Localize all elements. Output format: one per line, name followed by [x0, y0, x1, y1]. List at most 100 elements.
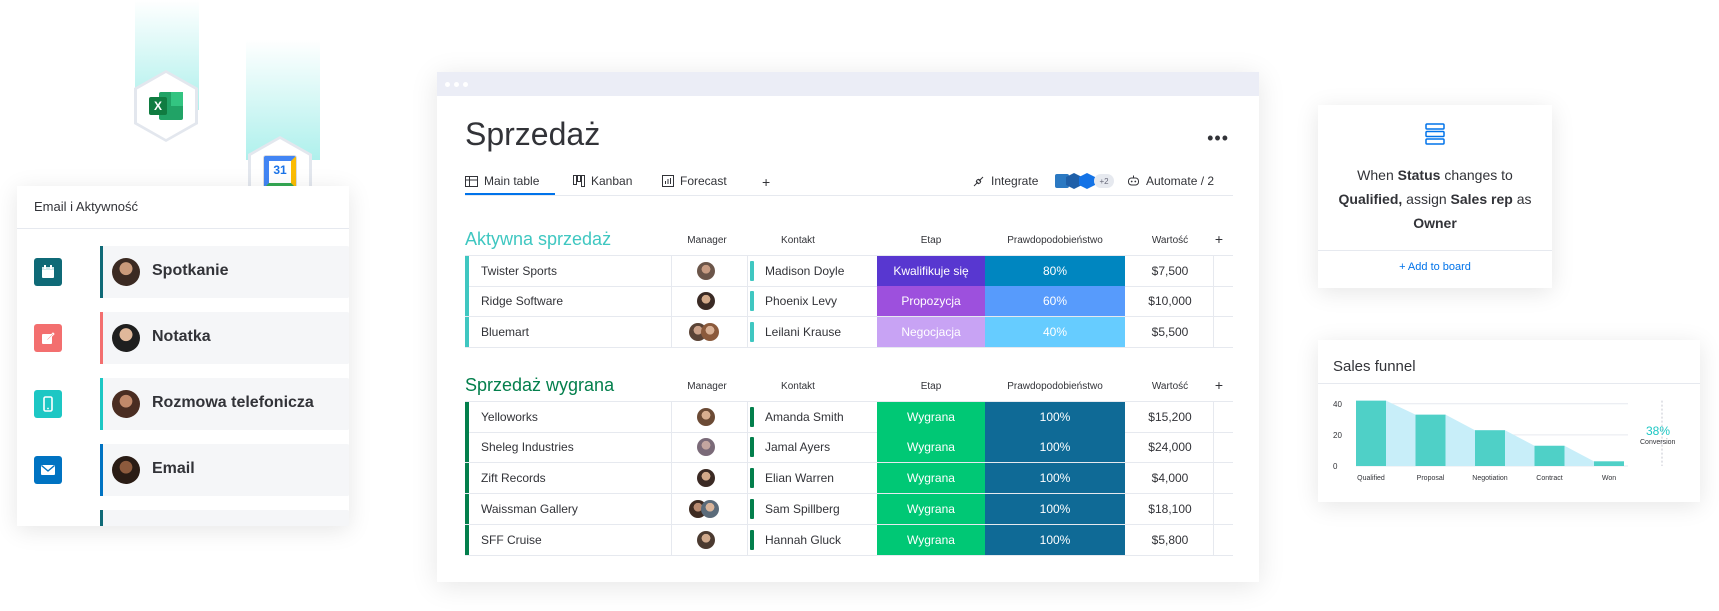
- item-name[interactable]: Zift Records: [481, 471, 546, 485]
- activity-row-email[interactable]: Email: [34, 444, 349, 496]
- probability-status[interactable]: 100%: [985, 494, 1125, 524]
- integrate-button[interactable]: Integrate: [972, 174, 1038, 188]
- cell-divider: [1213, 494, 1214, 524]
- probability-status[interactable]: 40%: [985, 317, 1125, 347]
- deal-value[interactable]: $18,100: [1148, 502, 1192, 516]
- deal-value[interactable]: $24,000: [1148, 440, 1192, 454]
- table-row[interactable]: Ridge Software Phoenix Levy Propozycja 6…: [465, 286, 1233, 317]
- funnel-bar: [1534, 445, 1565, 466]
- tab-main-table[interactable]: Main table: [465, 174, 539, 188]
- note-edit-icon: [34, 324, 62, 352]
- avatar[interactable]: [697, 292, 715, 310]
- stage-status[interactable]: Negocjacja: [877, 317, 985, 347]
- avatar[interactable]: [697, 469, 715, 487]
- activity-item[interactable]: Email: [100, 444, 349, 496]
- recipe-text: assign: [1402, 191, 1451, 207]
- contact-name[interactable]: Elian Warren: [765, 471, 834, 485]
- deal-value[interactable]: $4,000: [1151, 471, 1189, 485]
- avatar[interactable]: [701, 500, 719, 518]
- add-column-button[interactable]: +: [1214, 231, 1224, 247]
- contact-name[interactable]: Jamal Ayers: [765, 440, 831, 454]
- stage-status[interactable]: Kwalifikuje się: [877, 256, 985, 286]
- automate-button[interactable]: Automate / 2: [1127, 174, 1214, 188]
- probability-status[interactable]: 60%: [985, 286, 1125, 316]
- tab-kanban[interactable]: Kanban: [573, 174, 632, 188]
- contact-name[interactable]: Leilani Krause: [765, 325, 842, 339]
- avatar[interactable]: [697, 438, 715, 456]
- item-name[interactable]: Waissman Gallery: [481, 502, 578, 516]
- activity-label: Email: [152, 460, 195, 477]
- contact-name[interactable]: Hannah Gluck: [765, 533, 842, 547]
- activity-card: Email i Aktywność Spotkanie Notatka Rozm…: [17, 186, 349, 526]
- cell-divider: [1213, 256, 1214, 286]
- stage-status[interactable]: Wygrana: [877, 432, 985, 462]
- item-name[interactable]: Bluemart: [481, 325, 530, 339]
- avatar[interactable]: [701, 323, 719, 341]
- add-column-button[interactable]: +: [1214, 377, 1224, 393]
- activity-row-phone[interactable]: Rozmowa telefonicza: [34, 378, 349, 430]
- sales-funnel-widget: Sales funnel 0 20 40 Qualified Proposal Negot…: [1318, 340, 1700, 502]
- item-name[interactable]: Sheleg Industries: [481, 440, 574, 454]
- group-title[interactable]: Aktywna sprzedaż: [465, 229, 612, 249]
- cell-divider: [671, 463, 672, 493]
- activity-label: Rozmowa telefonicza: [152, 394, 314, 411]
- stage-status[interactable]: Wygrana: [877, 525, 985, 555]
- activity-item[interactable]: Rozmowa telefonicza: [100, 378, 349, 430]
- contact-name[interactable]: Phoenix Levy: [765, 294, 838, 308]
- activity-row-note[interactable]: Notatka: [34, 312, 349, 364]
- stage-status[interactable]: Wygrana: [877, 494, 985, 524]
- contact-name[interactable]: Amanda Smith: [765, 410, 844, 424]
- tab-forecast[interactable]: Forecast: [662, 174, 727, 188]
- divider: [1318, 250, 1552, 251]
- column-header: Etap: [920, 235, 942, 246]
- activity-card-title: Email i Aktywność: [34, 199, 139, 214]
- cell-divider: [1213, 432, 1214, 462]
- group-color-bar: [465, 525, 469, 555]
- add-view-button[interactable]: +: [762, 174, 771, 190]
- item-name[interactable]: Yelloworks: [481, 410, 538, 424]
- table-row[interactable]: Yelloworks Amanda Smith Wygrana 100% $15…: [465, 401, 1233, 433]
- cell-divider: [1213, 525, 1214, 555]
- table-row[interactable]: SFF Cruise Hannah Gluck Wygrana 100% $5,…: [465, 525, 1233, 556]
- item-name[interactable]: Twister Sports: [481, 264, 558, 278]
- recipe-keyword: Owner: [1413, 215, 1457, 231]
- avatar[interactable]: [697, 408, 715, 426]
- avatar[interactable]: [697, 531, 715, 549]
- probability-status[interactable]: 100%: [985, 525, 1125, 555]
- table-row[interactable]: Sheleg Industries Jamal Ayers Wygrana 10…: [465, 432, 1233, 463]
- item-name[interactable]: SFF Cruise: [481, 533, 542, 547]
- deal-value[interactable]: $10,000: [1148, 294, 1192, 308]
- stage-status[interactable]: Wygrana: [877, 402, 985, 432]
- avatar: [112, 324, 140, 352]
- add-to-board-button[interactable]: + Add to board: [1399, 261, 1471, 273]
- contact-name[interactable]: Sam Spillberg: [765, 502, 840, 516]
- probability-status[interactable]: 100%: [985, 463, 1125, 493]
- table-row[interactable]: Waissman Gallery Sam Spillberg Wygrana 1…: [465, 494, 1233, 525]
- calendar-icon: [34, 258, 62, 286]
- contact-color-bar: [750, 261, 754, 281]
- table-row[interactable]: Twister Sports Madison Doyle Kwalifikuje…: [465, 255, 1233, 287]
- automation-recipe-text: When Status changes to Qualified, assign…: [1328, 163, 1542, 235]
- table-row[interactable]: Zift Records Elian Warren Wygrana 100% $…: [465, 463, 1233, 494]
- activity-item[interactable]: Notatka: [100, 312, 349, 364]
- automation-recipe-card: When Status changes to Qualified, assign…: [1318, 105, 1552, 288]
- cell-divider: [1213, 286, 1214, 316]
- contact-color-bar: [750, 530, 754, 550]
- more-menu-button[interactable]: •••: [1207, 128, 1229, 148]
- group-title[interactable]: Sprzedaż wygrana: [465, 375, 615, 395]
- deal-value[interactable]: $5,500: [1151, 325, 1189, 339]
- stage-status[interactable]: Wygrana: [877, 463, 985, 493]
- deal-value[interactable]: $7,500: [1151, 264, 1189, 278]
- deal-value[interactable]: $5,800: [1151, 533, 1189, 547]
- probability-status[interactable]: 80%: [985, 256, 1125, 286]
- table-row[interactable]: Bluemart Leilani Krause Negocjacja 40% $…: [465, 317, 1233, 348]
- probability-status[interactable]: 100%: [985, 402, 1125, 432]
- item-name[interactable]: Ridge Software: [481, 294, 564, 308]
- stage-status[interactable]: Propozycja: [877, 286, 985, 316]
- avatar[interactable]: [697, 262, 715, 280]
- deal-value[interactable]: $15,200: [1148, 410, 1192, 424]
- activity-row-meeting[interactable]: Spotkanie: [34, 246, 349, 298]
- probability-status[interactable]: 100%: [985, 432, 1125, 462]
- contact-name[interactable]: Madison Doyle: [765, 264, 845, 278]
- activity-item[interactable]: Spotkanie: [100, 246, 349, 298]
